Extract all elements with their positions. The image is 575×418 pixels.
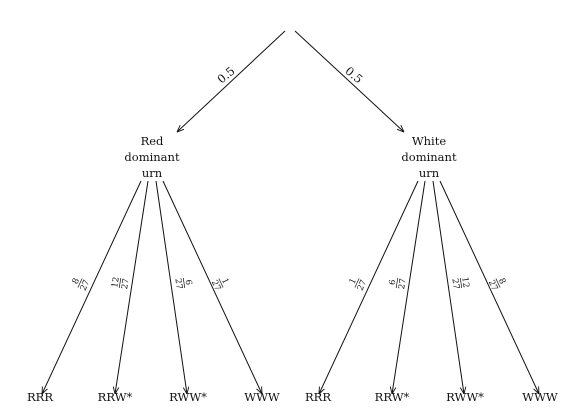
node-red-dominant-urn: Red dominant urn: [124, 134, 180, 180]
red-rww-denominator: 27: [172, 278, 183, 290]
red-rrw-denominator: 27: [120, 278, 132, 290]
white-www-denominator: 27: [486, 279, 500, 293]
white-rrw-denominator: 27: [397, 278, 409, 290]
white-rrr-numerator: 1: [348, 277, 359, 286]
red-rrr-fraction-bar: [77, 278, 83, 288]
white-rww-denominator: 27: [449, 278, 460, 290]
white-rrw-probability: 6 27: [388, 278, 409, 290]
white-rrw-fraction-bar: [395, 278, 399, 288]
leaf-red-www: WWW: [244, 390, 280, 404]
leaf-white-www: WWW: [522, 390, 558, 404]
white-rww-fraction-bar: [459, 277, 463, 289]
white-to-rww-edge: [432, 180, 464, 394]
leaf-white-rww: RWW*: [446, 390, 484, 404]
root-white-probability-label: 0.5: [342, 64, 365, 86]
leaf-white-rrr: RRR: [305, 390, 331, 404]
red-www-denominator: 27: [209, 279, 223, 293]
node-red-line-3: urn: [142, 166, 163, 180]
red-to-rrw-edge: [115, 180, 149, 394]
leaf-red-rrr: RRR: [27, 390, 53, 404]
red-rww-numerator: 6: [183, 279, 194, 286]
node-white-dominant-urn: White dominant urn: [401, 134, 457, 180]
root-to-red-edge: [177, 30, 286, 132]
red-rrw-probability: 12 27: [110, 276, 131, 290]
red-to-rrr-edge: [42, 180, 142, 394]
white-to-rrr-edge: [319, 180, 419, 394]
red-www-probability: 1 27: [209, 277, 231, 293]
red-rrr-probability: 8 27: [71, 277, 93, 293]
leaf-white-rrw: RRW*: [375, 390, 410, 404]
red-www-numerator: 1: [219, 277, 230, 286]
leaf-red-rww: RWW*: [169, 390, 207, 404]
node-white-line-3: urn: [419, 166, 440, 180]
white-rww-probability: 12 27: [449, 276, 470, 290]
red-rrw-numerator: 12: [110, 276, 122, 288]
node-white-line-2: dominant: [401, 150, 457, 164]
node-white-line-1: White: [412, 134, 447, 148]
white-to-rrw-edge: [392, 180, 426, 394]
red-www-fraction-bar: [218, 278, 224, 288]
red-rrr-denominator: 27: [79, 279, 93, 293]
red-rww-probability: 6 27: [172, 277, 194, 290]
red-to-rww-edge: [155, 180, 187, 394]
white-rrr-probability: 1 27: [348, 277, 370, 293]
white-www-probability: 8 27: [486, 277, 508, 293]
white-rrr-denominator: 27: [356, 279, 370, 293]
red-rrw-fraction-bar: [118, 278, 122, 288]
red-rrr-numerator: 8: [71, 277, 82, 286]
root-to-white-edge: [294, 30, 404, 132]
white-rrw-numerator: 6: [388, 279, 399, 286]
white-rww-numerator: 12: [459, 276, 470, 288]
white-rrr-fraction-bar: [354, 278, 360, 288]
white-to-www-edge: [439, 180, 539, 394]
white-www-numerator: 8: [496, 277, 507, 286]
leaf-red-rrw: RRW*: [98, 390, 133, 404]
red-to-www-edge: [162, 180, 262, 394]
root-red-probability-label: 0.5: [214, 64, 237, 86]
node-red-line-1: Red: [141, 134, 164, 148]
node-red-line-2: dominant: [124, 150, 180, 164]
red-rww-fraction-bar: [182, 277, 186, 289]
white-www-fraction-bar: [495, 278, 501, 288]
